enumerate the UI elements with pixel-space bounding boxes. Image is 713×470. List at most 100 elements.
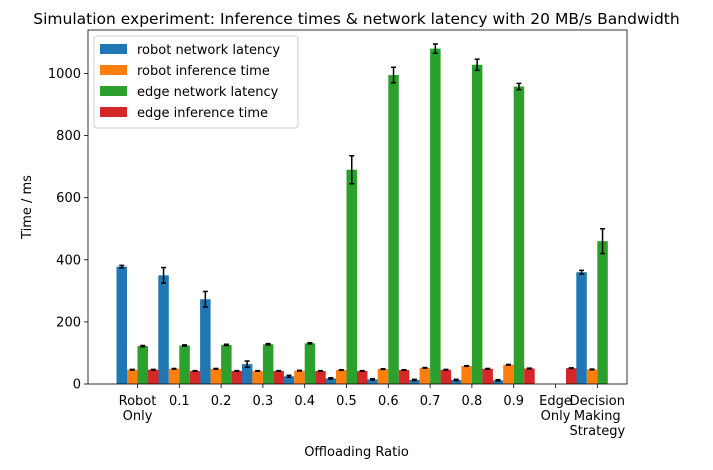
x-tick-label-line: Strategy [569,424,625,439]
error-bar [234,369,240,373]
x-tick-label: 0.8 [462,394,483,409]
bar [148,369,159,384]
bar [419,367,431,384]
error-bar [600,227,606,255]
error-bar [505,363,511,366]
error-bar [255,369,261,373]
error-bar [401,368,407,372]
error-bar [526,367,532,370]
y-tick-label: 600 [56,191,81,206]
legend-swatch [100,107,127,117]
error-bar [213,367,219,370]
error-bar [286,374,292,378]
error-bar [202,290,208,308]
error-bar [443,368,449,371]
legend-label: robot network latency [137,43,280,58]
bar [513,86,525,385]
bar [450,379,462,384]
bar [241,364,253,384]
error-bar [338,368,344,372]
x-tick-label-line: 0.7 [420,394,441,409]
bar [179,345,190,384]
bar [503,364,514,384]
error-bar [223,343,229,347]
error-bar [568,367,574,370]
error-bar [171,367,177,370]
bar [482,368,493,384]
x-tick-label-line: Edge [539,394,572,409]
legend-swatch [100,86,127,96]
x-tick-label: 0.4 [294,394,315,409]
error-bar [349,155,355,185]
y-tick-label: 200 [56,315,81,330]
error-bar [495,378,501,382]
legend-frame [93,35,299,129]
bar [273,370,284,384]
error-bar [140,344,146,348]
x-tick-label-line: Only [123,409,153,424]
x-tick-label-line: Only [541,409,571,424]
legend-label: robot inference time [137,64,270,79]
y-axis-title: Time / ms [20,175,35,240]
bar [283,376,295,384]
legend-swatch [100,65,127,75]
x-tick-label-line: 0.6 [378,394,399,409]
bar [586,369,598,384]
error-bar [296,369,302,372]
y-tick-label: 400 [56,253,81,268]
bar [524,368,535,384]
x-tick-label-line: 0.4 [294,394,315,409]
error-bar [317,369,323,373]
x-tick-label: Robot Only [119,394,157,424]
error-bar [589,368,595,371]
error-bar [453,378,459,382]
error-bar [359,369,365,373]
x-tick-label-line: Robot [119,394,157,409]
x-tick-label-line: Making [574,409,621,424]
y-tick-label: 800 [56,129,81,144]
legend-label: edge inference time [137,106,268,121]
bar [409,379,420,384]
bar [116,266,127,384]
error-bar [516,82,522,91]
legend: robot network latency robot inference tim… [93,35,299,129]
error-bar [432,43,438,55]
x-tick-label-line: Decision [570,394,625,409]
legend-label: edge network latency [137,85,279,100]
x-tick-label: 0.9 [503,394,524,409]
plot-frame [87,29,628,385]
error-bar [276,369,282,373]
bar [158,275,169,384]
x-tick-label: Decision Making Strategy [569,394,625,439]
x-tick-label: 0.2 [211,394,232,409]
x-tick-label: 0.5 [336,394,357,409]
x-tick-label: 0.7 [420,394,441,409]
bar [440,369,452,384]
x-tick-label: Edge Only [539,394,572,424]
bar [168,368,180,384]
error-bar [391,66,397,84]
error-bar [265,342,271,346]
bar [346,169,357,384]
bar [325,378,336,384]
x-tick-label-line: 0.8 [462,394,483,409]
bar [304,343,316,384]
bar [231,370,243,384]
error-bar [119,264,125,269]
bar [388,75,399,384]
x-tick-label: 0.3 [253,394,274,409]
error-bar [380,368,386,371]
bar [200,299,211,384]
y-tick-label: 0 [73,378,81,393]
bar [357,370,368,384]
error-bar [192,369,198,373]
error-bar [464,364,470,368]
x-tick-label-line: 0.5 [336,394,357,409]
x-tick-label-line: 0.9 [503,394,524,409]
bar [377,369,389,384]
bar [210,368,222,384]
error-bar [474,58,480,72]
bar [315,370,326,384]
bar [336,370,347,384]
